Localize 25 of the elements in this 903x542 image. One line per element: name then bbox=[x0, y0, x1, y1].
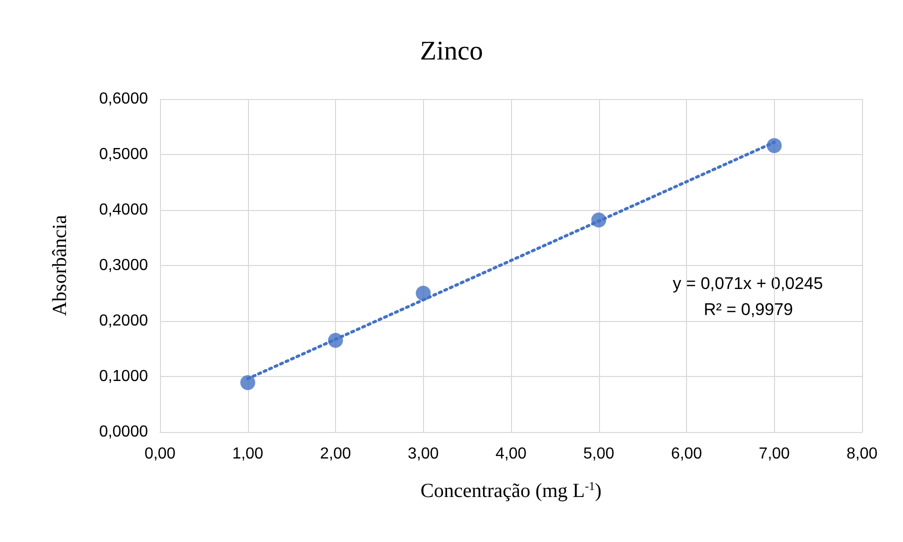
x-tick-label: 4,00 bbox=[495, 446, 527, 462]
x-tick-label: 6,00 bbox=[670, 446, 702, 462]
chart-title: Zinco bbox=[420, 36, 483, 66]
point bbox=[328, 332, 343, 348]
y-tick-label: 0,4000 bbox=[99, 202, 148, 218]
x-tick-label: 7,00 bbox=[758, 446, 790, 462]
y-tick-label: 0,2000 bbox=[99, 312, 148, 330]
x-tick-label: 2,00 bbox=[320, 446, 352, 462]
point bbox=[416, 286, 431, 301]
y-axis-title: Absorbância bbox=[49, 214, 71, 316]
y-tick-label: 0,6000 bbox=[99, 90, 148, 108]
y-tick-label: 0,0000 bbox=[99, 424, 148, 440]
annotation: R² = 0,9979 bbox=[704, 300, 794, 319]
point bbox=[591, 212, 606, 228]
x-tick-label: 1,00 bbox=[232, 446, 264, 462]
x-tick-label: 0,00 bbox=[144, 446, 176, 462]
point bbox=[240, 375, 256, 390]
annotation: y = 0,071x + 0,0245 bbox=[672, 274, 824, 293]
x-tick-label: 8,00 bbox=[846, 446, 878, 462]
point bbox=[766, 138, 782, 154]
y-tick-label: 0,3000 bbox=[99, 257, 148, 274]
x-tick-label: 3,00 bbox=[408, 446, 439, 462]
y-tick-label: 0,5000 bbox=[99, 146, 148, 163]
y-tick-label: 0,1000 bbox=[99, 368, 148, 385]
x-tick-label: 5,00 bbox=[583, 446, 614, 462]
